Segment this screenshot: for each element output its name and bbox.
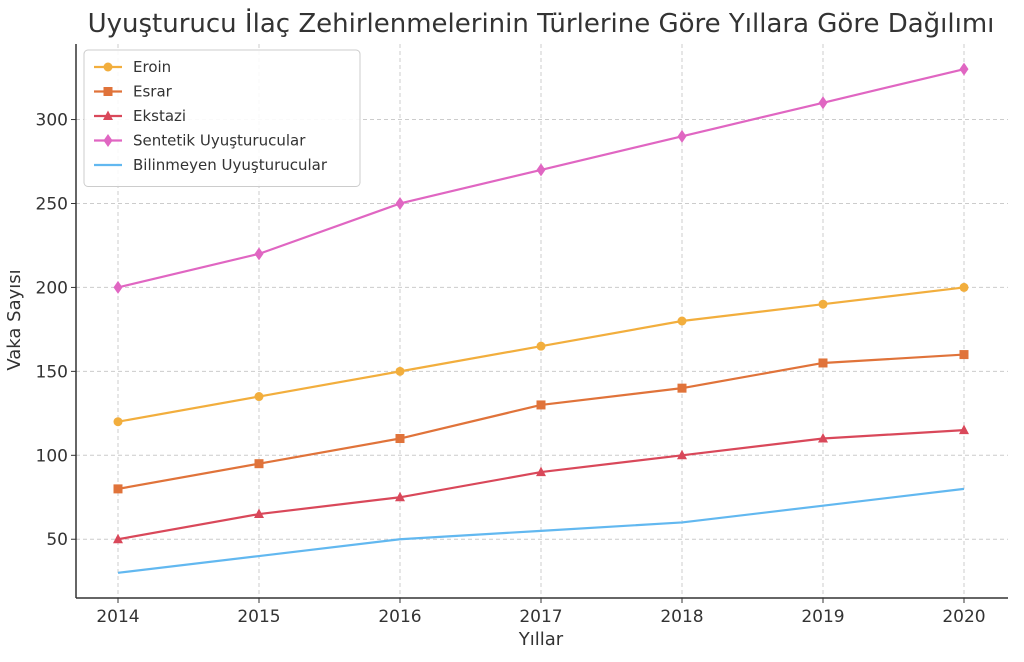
y-tick-label: 150: [36, 362, 68, 382]
y-ticks: 50 100 150 200 250 300: [36, 111, 76, 550]
x-tick-label: 2014: [96, 607, 139, 627]
data-point: [113, 533, 123, 544]
axes: [75, 44, 1008, 599]
data-point: [113, 280, 123, 294]
data-point: [254, 247, 264, 261]
x-tick-label: 2018: [660, 607, 703, 627]
legend-label: Ekstazi: [133, 107, 186, 125]
data-point: [818, 96, 828, 110]
data-point: [959, 62, 969, 76]
data-point: [254, 508, 264, 519]
x-tick-label: 2020: [942, 607, 985, 627]
data-point: [395, 196, 405, 210]
data-point: [536, 163, 546, 177]
y-tick-label: 250: [36, 194, 68, 214]
data-point: [818, 299, 828, 309]
series-bilinmeyen-uyu-turucular: [117, 487, 965, 574]
data-point: [818, 358, 828, 368]
data-point: [959, 282, 969, 292]
legend-swatch-marker: [103, 110, 113, 120]
legend-swatch-marker: [103, 87, 113, 96]
x-tick-label: 2017: [519, 607, 562, 627]
data-point: [959, 350, 969, 360]
legend-label: Bilinmeyen Uyuşturucular: [133, 156, 328, 174]
data-point: [395, 491, 405, 502]
legend: Eroin Esrar Ekstazi Sentetik Uyuşturucular B…: [83, 49, 361, 187]
data-point: [254, 392, 264, 402]
data-point: [395, 434, 405, 444]
data-point: [395, 366, 405, 376]
legend-label: Esrar: [133, 83, 173, 101]
legend-swatch-marker: [103, 134, 113, 147]
data-point: [677, 449, 687, 460]
x-tick-label: 2015: [237, 607, 280, 627]
chart-title: Uyuşturucu İlaç Zehirlenmelerinin Türler…: [88, 7, 995, 39]
data-point: [536, 400, 546, 410]
data-point: [254, 459, 264, 469]
x-ticks: 2014 2015 2016 2017 2018 2019 2020: [96, 598, 986, 627]
data-point: [113, 484, 123, 494]
x-tick-label: 2016: [378, 607, 421, 627]
y-axis-label: Vaka Sayısı: [4, 269, 25, 370]
series-eroin: [113, 282, 969, 427]
y-tick-label: 300: [36, 111, 68, 131]
series-line: [117, 487, 965, 574]
data-point: [113, 417, 123, 427]
legend-box: [83, 49, 361, 187]
series-group: [113, 62, 969, 574]
legend-label: Sentetik Uyuşturucular: [133, 132, 306, 150]
legend-label: Eroin: [133, 58, 171, 76]
data-point: [959, 424, 969, 435]
data-point: [818, 433, 828, 443]
data-point: [536, 341, 546, 351]
series-sentetik-uyu-turucular: [113, 62, 969, 294]
data-point: [677, 383, 687, 393]
y-tick-label: 50: [46, 530, 68, 550]
data-point: [677, 316, 687, 326]
series-ekstazi: [113, 424, 969, 544]
x-tick-label: 2019: [801, 607, 844, 627]
data-point: [536, 466, 546, 477]
y-tick-label: 100: [36, 446, 68, 466]
y-tick-label: 200: [36, 278, 68, 298]
series-esrar: [113, 350, 969, 494]
legend-swatch-marker: [103, 62, 113, 72]
x-axis-label: Yıllar: [518, 629, 564, 650]
data-point: [677, 129, 687, 143]
